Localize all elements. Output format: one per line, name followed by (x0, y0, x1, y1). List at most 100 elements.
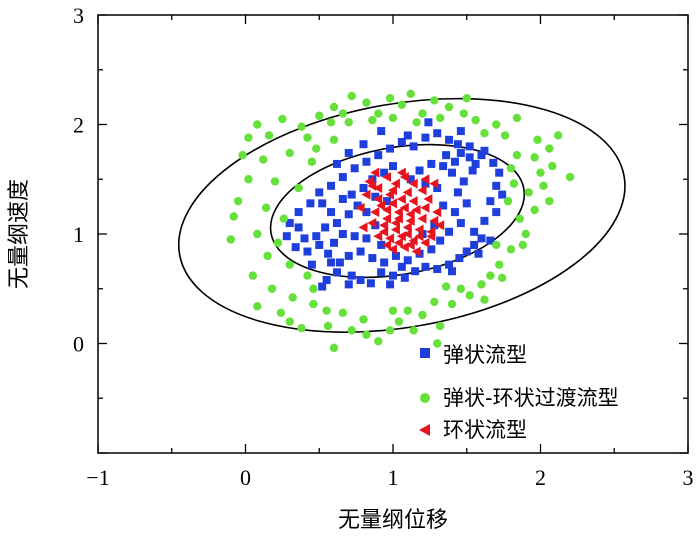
y-tick-label: 3 (73, 3, 84, 28)
transition-point (263, 251, 272, 261)
transition-point (492, 120, 501, 129)
slug-point (445, 260, 454, 269)
slug-point (344, 210, 353, 219)
slug-point (327, 208, 336, 217)
transition-point (388, 306, 398, 315)
slug-point (335, 258, 344, 267)
slug-point (453, 140, 462, 149)
slug-point (471, 159, 480, 168)
transition-point (229, 212, 238, 221)
annular-point (420, 174, 430, 185)
slug-point (377, 240, 386, 249)
slug-point (383, 197, 392, 206)
slug-point (462, 199, 471, 208)
annular-point (417, 185, 427, 196)
annular-point (402, 222, 412, 233)
slug-point (409, 142, 418, 151)
slug-point (415, 166, 424, 175)
slug-point (368, 254, 377, 263)
transition-point (503, 196, 513, 206)
slug-point (406, 175, 415, 184)
transition-point (270, 177, 280, 186)
transition-point (278, 114, 287, 124)
transition-point (447, 299, 457, 309)
slug-point (397, 138, 406, 147)
transition-point (259, 155, 268, 164)
transition-point (497, 273, 507, 282)
transition-point (462, 94, 471, 103)
transition-point (433, 339, 442, 348)
annular-point (355, 202, 365, 213)
transition-point (403, 306, 412, 315)
annular-point (429, 178, 439, 189)
annular-point (396, 193, 406, 204)
transition-point (285, 317, 294, 326)
annular-point (420, 202, 430, 213)
transition-point (297, 323, 306, 333)
transition-point (436, 113, 445, 123)
slug-point (321, 223, 330, 232)
slug-point (315, 188, 324, 197)
transition-point (267, 284, 277, 293)
slug-point (492, 208, 501, 217)
slug-point (315, 240, 324, 249)
slug-point (445, 227, 454, 236)
slug-point (421, 179, 430, 188)
x-tick-label: 2 (535, 465, 546, 490)
transition-point (244, 133, 253, 142)
axis-ticks (97, 14, 689, 454)
annular-point (411, 246, 421, 257)
transition-point (512, 113, 522, 123)
transition-point (322, 306, 331, 315)
legend-marker-transition (420, 393, 430, 403)
slug-point (347, 190, 356, 199)
annular-point (393, 207, 403, 218)
slug-point (327, 181, 336, 190)
slug-point (362, 208, 371, 217)
slug-point (468, 166, 477, 175)
slug-point (332, 159, 341, 168)
y-tick-label: 1 (73, 222, 84, 247)
annular-point (388, 244, 397, 255)
slug-point (344, 251, 353, 260)
annular-point (393, 213, 403, 224)
transition-point (441, 282, 451, 291)
transition-point (307, 157, 317, 166)
slug-point (421, 262, 430, 271)
annular-point (373, 193, 383, 204)
transition-point (288, 293, 297, 302)
slug-point (324, 249, 333, 258)
slug-point (386, 144, 395, 153)
y-tick-label: 0 (73, 332, 84, 357)
transition-point (359, 315, 368, 324)
transition-point (536, 168, 545, 177)
transition-point (515, 214, 525, 223)
slug-point (456, 219, 465, 228)
slug-point (332, 268, 341, 277)
legend-label-slug: 弹状流型 (443, 343, 527, 367)
annular-point (405, 215, 415, 226)
annular-point (399, 202, 409, 213)
slug-point (312, 232, 321, 241)
slug-point (450, 208, 459, 217)
slug-point (353, 201, 362, 210)
transition-point (545, 144, 554, 153)
transition-point (530, 153, 539, 162)
transition-point (309, 284, 318, 293)
annular-point (420, 237, 430, 248)
annular-point (385, 233, 395, 244)
slug-point (403, 256, 412, 265)
x-tick-label: 0 (240, 465, 251, 490)
slug-point (318, 282, 327, 291)
annular-point (408, 178, 418, 189)
annular-point (379, 226, 389, 237)
annular-point (408, 196, 418, 207)
legend-label-annular: 环状流型 (443, 418, 527, 442)
annular-point (399, 172, 409, 183)
slug-point (338, 173, 347, 182)
slug-point (433, 129, 442, 138)
transition-point (253, 229, 262, 239)
transition-point (374, 109, 383, 118)
slug-point (285, 219, 294, 228)
